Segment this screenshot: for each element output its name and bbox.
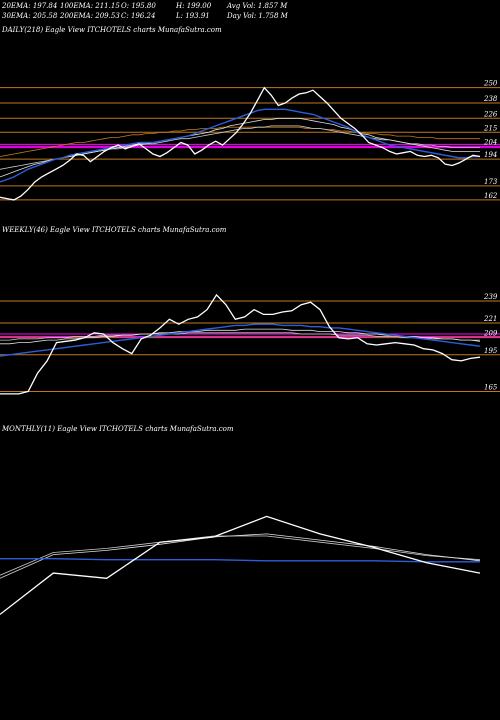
daily-chart-title: DAILY(218) Eagle View ITCHOTELS charts M… — [2, 26, 222, 34]
y-tick-1-0: 239 — [483, 293, 498, 301]
y-tick-1-2: 209 — [483, 330, 498, 338]
stat-open: O: 195.80 — [121, 2, 156, 10]
stat-close: C: 196.24 — [121, 12, 156, 20]
series-line-0-0 — [0, 86, 481, 201]
y-tick-0-7: 162 — [484, 192, 498, 200]
series-line-2-2 — [0, 533, 481, 579]
series-line-1-3 — [0, 332, 480, 341]
y-tick-1-1: 221 — [483, 315, 497, 323]
weekly-chart-title: WEEKLY(46) Eagle View ITCHOTELS charts M… — [2, 226, 227, 234]
y-tick-0-4: 204 — [483, 138, 497, 146]
stat-ema30: 30EMA: 205.58 — [2, 12, 58, 20]
series-line-2-0 — [0, 515, 481, 615]
stat-ema100: 100EMA: 211.15 — [60, 2, 120, 10]
stat-day-vol: Day Vol: 1.758 M — [227, 12, 288, 20]
y-tick-0-3: 215 — [483, 124, 498, 132]
series-line-1-1 — [0, 323, 481, 357]
y-tick-1-3: 195 — [484, 347, 498, 355]
series-line-0-1 — [0, 108, 480, 183]
stat-ema20: 20EMA: 197.84 — [2, 2, 58, 10]
stat-high: H: 199.00 — [176, 2, 212, 10]
y-tick-0-5: 194 — [484, 151, 497, 159]
series-line-2-1 — [0, 558, 480, 563]
y-tick-0-0: 250 — [483, 80, 498, 88]
stat-avg-vol: Avg Vol: 1.857 M — [227, 2, 288, 10]
y-tick-0-2: 226 — [483, 110, 498, 118]
stat-low: L: 193.91 — [176, 12, 210, 20]
stat-ema200: 200EMA: 209.53 — [60, 12, 120, 20]
y-tick-0-1: 238 — [483, 95, 498, 103]
series-line-1-0 — [0, 293, 481, 395]
series-line-2-3 — [0, 535, 481, 576]
monthly-chart-title: MONTHLY(11) Eagle View ITCHOTELS charts … — [2, 425, 234, 433]
y-tick-0-6: 173 — [484, 178, 498, 186]
y-tick-1-4: 165 — [484, 383, 498, 391]
